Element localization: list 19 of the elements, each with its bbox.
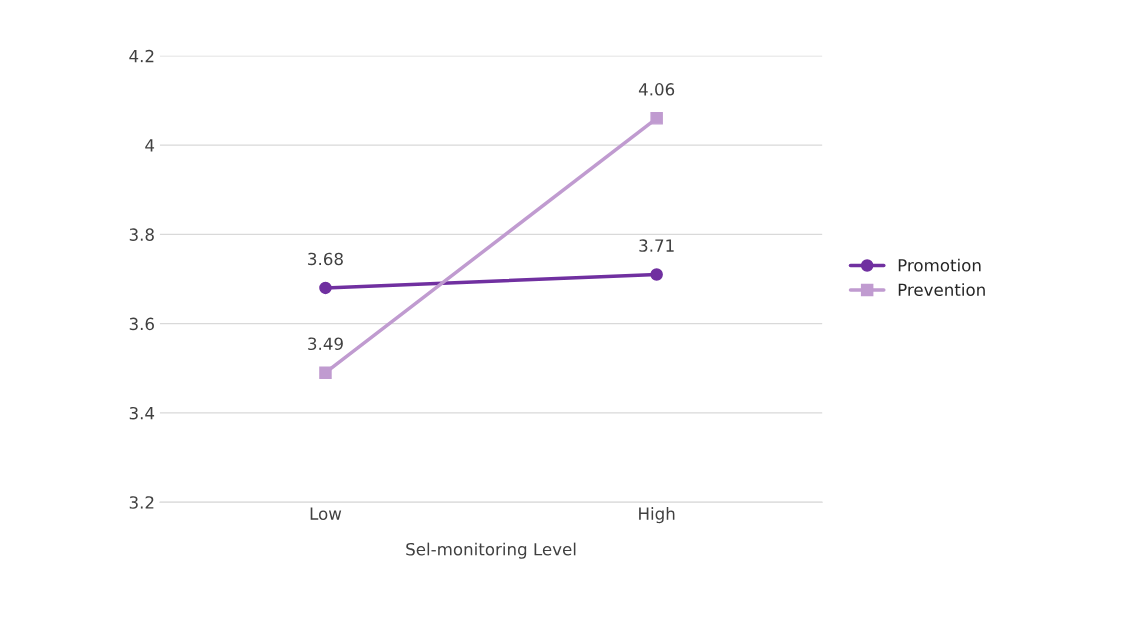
data-label: 3.68: [308, 252, 343, 266]
point: [319, 366, 332, 379]
legend-label: Prevention: [898, 283, 985, 297]
point: [650, 268, 663, 281]
x-axis-title: Sel-monitoring Level: [406, 542, 576, 559]
y-tick-label: 4.2: [129, 49, 154, 63]
y-tick-label: 3.8: [129, 228, 154, 241]
y-tick-label: 3.6: [129, 317, 154, 331]
point: [650, 112, 663, 125]
data-label: 4.06: [638, 83, 675, 96]
y-tick-label: 3.2: [129, 496, 154, 509]
legend-label: Promotion: [898, 258, 981, 272]
x-tick-label: High: [639, 507, 675, 524]
y-tick-label: 3.4: [129, 406, 155, 420]
point: [319, 281, 332, 295]
y-tick-label: 4: [145, 139, 155, 152]
data-label: 3.49: [308, 337, 343, 351]
data-label: 3.71: [639, 239, 674, 252]
x-tick-label: Low: [310, 507, 342, 520]
